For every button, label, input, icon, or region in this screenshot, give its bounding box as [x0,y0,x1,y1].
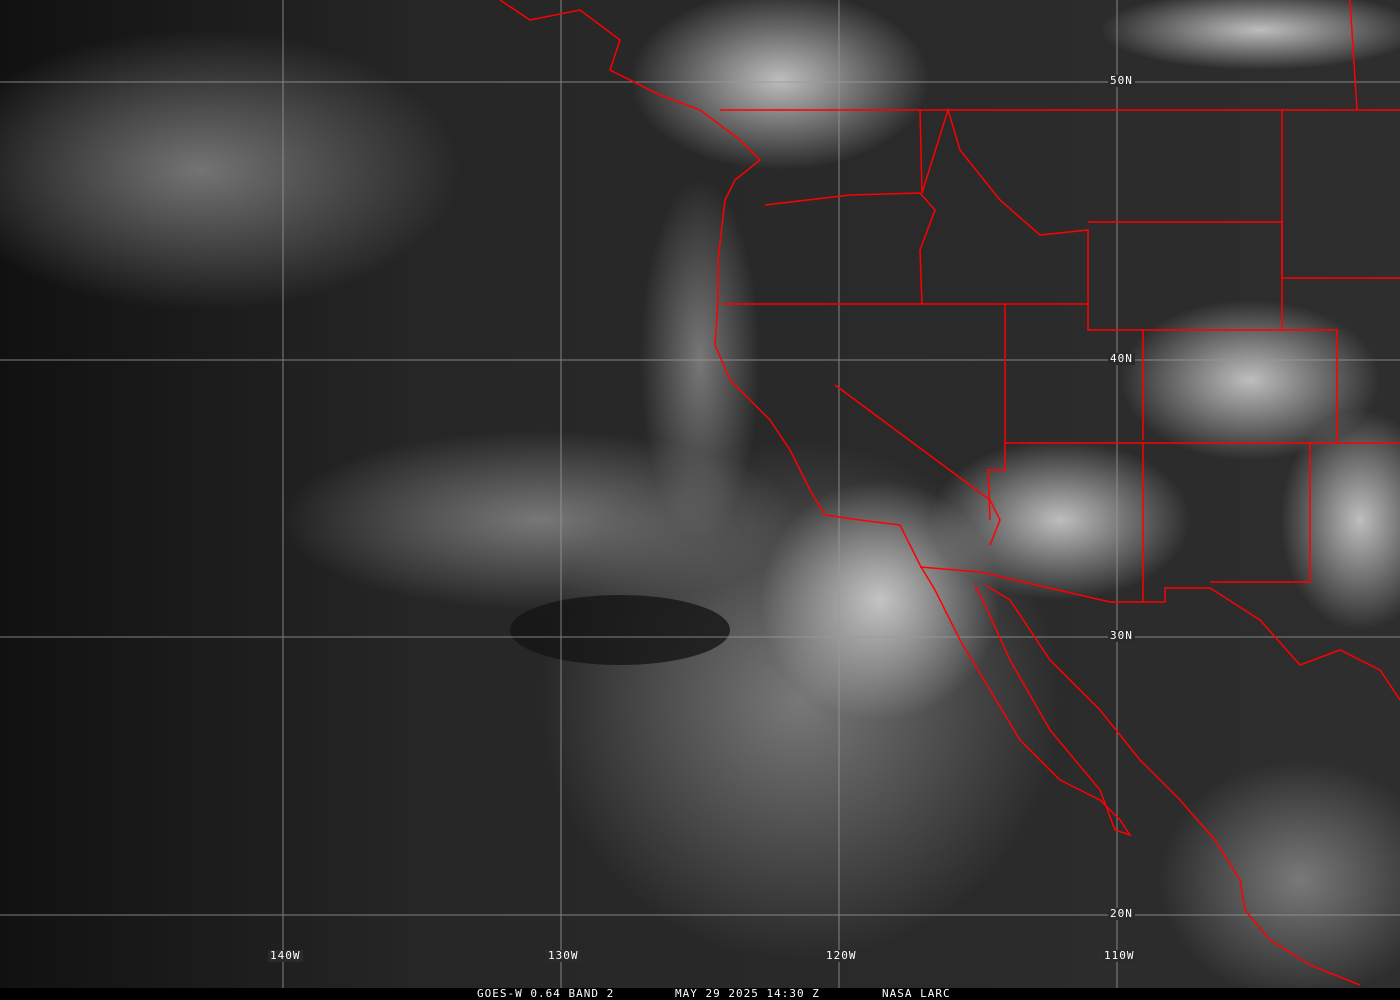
lat-label-30n: 30N [1108,629,1135,642]
border-wa-or [764,192,936,305]
lon-label-120w: 120W [824,949,859,962]
lon-label-130w: 130W [546,949,581,962]
caption-satellite-band: GOES-W 0.64 BAND 2 [477,987,615,1000]
border-us-mexico [919,566,1400,701]
pacific-coastline [499,0,1132,837]
lat-label-50n: 50N [1108,74,1135,87]
border-nv [987,304,1006,521]
political-boundaries [499,0,1400,986]
caption-bar: GOES-W 0.64 BAND 2 MAY 29 2025 14:30 Z N… [0,988,1400,1000]
border-id [919,107,1144,440]
border-co [1143,329,1338,443]
lat-label-40n: 40N [1108,352,1135,365]
mexico-coastline [984,584,1361,986]
caption-source: NASA LARC [882,987,951,1000]
border-nm-tx [1210,443,1311,583]
lat-label-20n: 20N [1108,907,1135,920]
lon-label-110w: 110W [1102,949,1137,962]
border-ca-nv [834,384,1001,546]
border-mt-east [1281,110,1400,279]
lon-label-140w: 140W [268,949,303,962]
border-canada-prov [1349,0,1358,111]
caption-datetime: MAY 29 2025 14:30 Z [675,987,820,1000]
